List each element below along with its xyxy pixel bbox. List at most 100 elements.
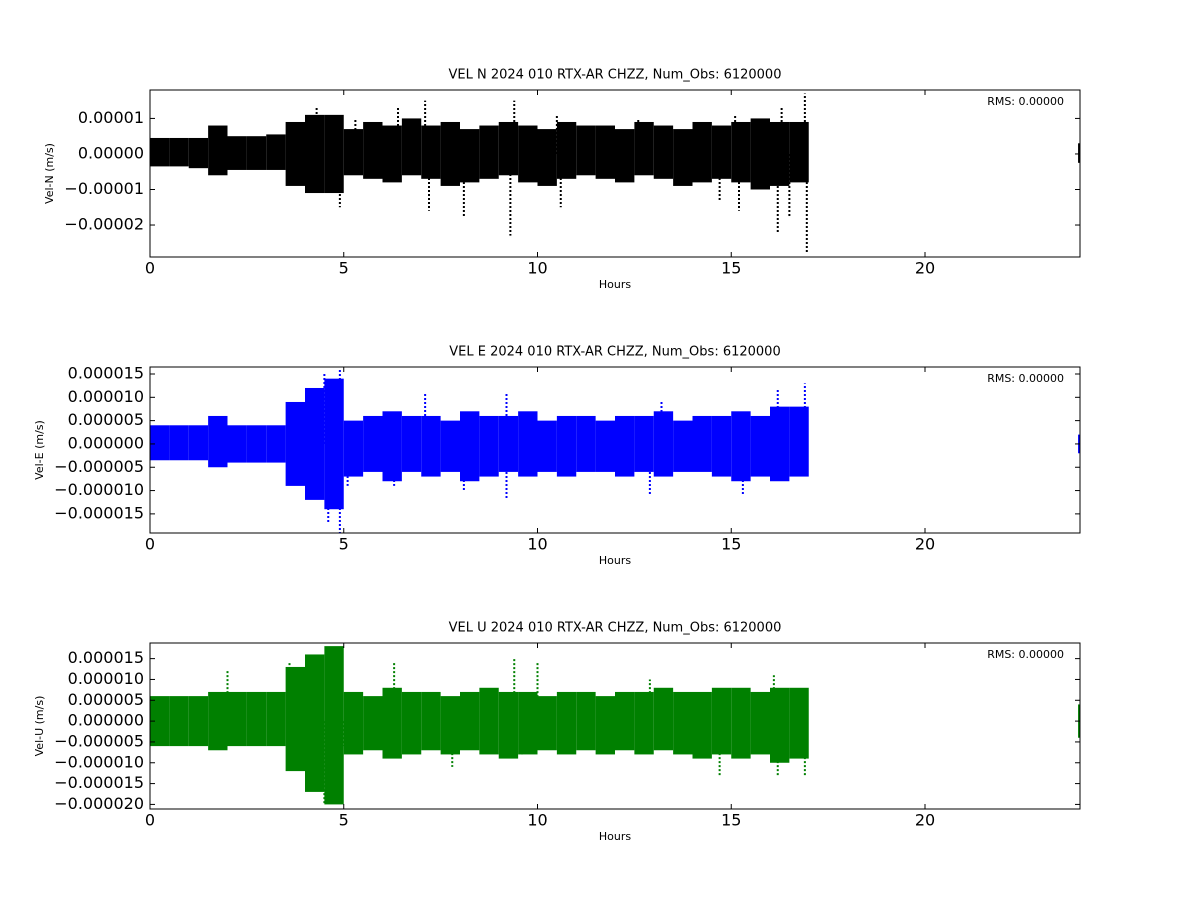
data-band <box>227 691 247 747</box>
axes-frame <box>149 89 1081 258</box>
data-band <box>382 125 402 183</box>
x-tick-label: 5 <box>339 811 349 830</box>
x-tick-label: 15 <box>721 259 741 278</box>
x-tick-label: 15 <box>721 535 741 554</box>
data-band <box>285 666 305 772</box>
y-tick-label: 0.00001 <box>78 108 144 127</box>
data-band <box>556 121 577 179</box>
data-band <box>556 691 577 755</box>
data-band <box>789 406 809 477</box>
data-band <box>731 687 751 759</box>
rms-annotation: RMS: 0.00000 <box>987 372 1064 385</box>
data-band <box>188 137 209 169</box>
y-tick-label: 0.000010 <box>68 669 144 688</box>
panel: VEL U 2024 010 RTX-AR CHZZ, Num_Obs: 612… <box>33 621 1081 843</box>
data-band <box>556 415 577 477</box>
data-band <box>382 411 402 482</box>
data-band <box>246 136 267 170</box>
data-band <box>246 691 267 747</box>
plot-area <box>150 93 1080 254</box>
panel: VEL N 2024 010 RTX-AR CHZZ, Num_Obs: 612… <box>43 68 1081 291</box>
panel-title: VEL N 2024 010 RTX-AR CHZZ, Num_Obs: 612… <box>449 68 782 83</box>
y-tick-label: 0.00000 <box>78 143 144 162</box>
data-band <box>285 401 305 486</box>
y-tick-label: 0.000000 <box>68 433 144 452</box>
y-axis-label: Vel-U (m/s) <box>33 696 46 757</box>
data-band <box>169 696 189 747</box>
axes-frame <box>149 642 1081 810</box>
data-band <box>150 425 170 461</box>
data-band <box>421 691 441 751</box>
x-axis-label: Hours <box>599 554 631 567</box>
y-tick-label: −0.00002 <box>64 215 144 234</box>
data-band <box>750 118 770 190</box>
data-band <box>440 121 460 186</box>
rms-annotation: RMS: 0.00000 <box>987 95 1064 108</box>
data-band <box>595 125 615 179</box>
x-tick-label: 5 <box>339 259 349 278</box>
data-band <box>305 654 325 792</box>
y-axis-label: Vel-E (m/s) <box>33 420 46 480</box>
panel: VEL E 2024 010 RTX-AR CHZZ, Num_Obs: 612… <box>33 345 1081 567</box>
data-band <box>363 121 383 179</box>
data-band <box>363 696 383 751</box>
y-tick-label: 0.000005 <box>68 410 144 429</box>
y-tick-label: 0.000000 <box>68 711 144 730</box>
y-tick-label: 0.000015 <box>68 648 144 667</box>
x-tick-label: 15 <box>721 811 741 830</box>
x-tick-label: 0 <box>145 811 155 830</box>
data-band <box>498 415 519 472</box>
y-tick-label: 0.000015 <box>68 363 144 382</box>
data-band <box>576 691 596 751</box>
data-band <box>460 411 480 482</box>
axes-frame <box>149 366 1081 534</box>
data-band <box>692 415 712 472</box>
data-band <box>731 411 751 482</box>
data-band <box>266 425 286 463</box>
data-band <box>227 136 247 170</box>
data-band <box>634 121 654 176</box>
plot-area <box>150 369 1080 533</box>
data-band <box>208 415 228 468</box>
data-band <box>518 691 538 755</box>
data-band <box>673 129 693 186</box>
data-band <box>518 125 538 183</box>
data-band <box>343 420 364 477</box>
data-band <box>770 121 790 186</box>
data-band <box>169 137 189 167</box>
x-tick-label: 0 <box>145 535 155 554</box>
panel-title: VEL U 2024 010 RTX-AR CHZZ, Num_Obs: 612… <box>449 621 782 636</box>
y-tick-label: −0.000010 <box>54 752 144 771</box>
data-band <box>692 121 712 183</box>
data-band <box>246 425 267 463</box>
panel-title: VEL E 2024 010 RTX-AR CHZZ, Num_Obs: 612… <box>449 345 780 360</box>
rms-annotation: RMS: 0.00000 <box>987 648 1064 661</box>
data-band <box>634 691 654 755</box>
data-band <box>1078 143 1080 163</box>
y-tick-label: −0.000005 <box>54 457 144 476</box>
data-band <box>595 696 615 755</box>
data-band <box>537 129 557 186</box>
data-band <box>382 687 402 759</box>
data-band <box>770 406 790 482</box>
data-band <box>615 129 635 183</box>
data-band <box>460 691 480 751</box>
data-band <box>595 420 615 472</box>
y-tick-label: −0.00001 <box>64 179 144 198</box>
data-band <box>188 425 209 461</box>
y-tick-label: −0.000010 <box>54 480 144 499</box>
plot-area <box>150 646 1080 805</box>
data-band <box>324 114 344 194</box>
data-band <box>673 420 693 472</box>
y-axis-label: Vel-N (m/s) <box>43 143 56 204</box>
data-band <box>305 114 325 194</box>
y-tick-label: −0.000015 <box>54 503 144 522</box>
data-band <box>169 425 189 461</box>
y-tick-label: −0.000020 <box>54 794 144 813</box>
data-band <box>615 691 635 751</box>
x-tick-label: 0 <box>145 259 155 278</box>
x-tick-label: 10 <box>527 535 547 554</box>
data-band <box>363 415 383 472</box>
data-band <box>711 125 732 179</box>
data-band <box>653 125 674 179</box>
